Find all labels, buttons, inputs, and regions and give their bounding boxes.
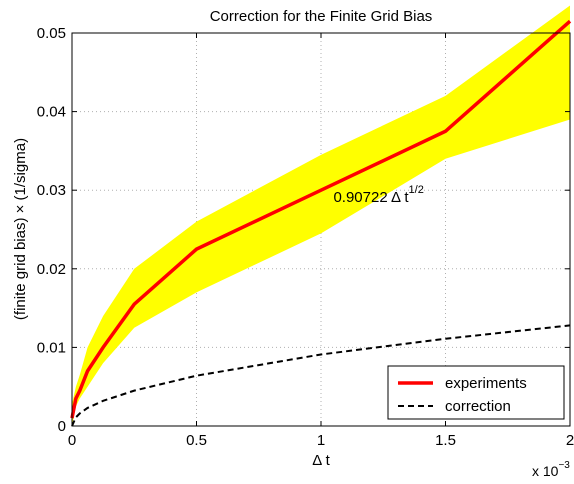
experiments-line (70, 19, 572, 419)
y-tick-label: 0.01 (37, 339, 66, 356)
chart-title: Correction for the Finite Grid Bias (210, 8, 433, 25)
x-tick-label: 0.5 (186, 432, 207, 449)
y-tick-label: 0.04 (37, 104, 66, 121)
legend-box (387, 365, 565, 420)
correction-formula-exponent: 1/2 (409, 184, 424, 196)
legend-label-experiments: experiments (445, 375, 527, 392)
y-tick-label: 0.05 (37, 25, 66, 42)
y-axis-label: (finite grid bias) × (1/sigma) (12, 138, 29, 320)
x-axis-multiplier: x 10−3 (532, 460, 570, 479)
x-axis-label: Δ t (312, 452, 330, 469)
x-tick-label: 1 (317, 432, 325, 449)
experiments-uncertainty-band (72, 5, 570, 427)
y-tick-label: 0.03 (37, 182, 66, 199)
legend-label-correction: correction (445, 398, 511, 415)
correction-line (71, 324, 571, 427)
x-tick-label: 1.5 (435, 432, 456, 449)
x-tick-label: 2 (566, 432, 574, 449)
correction-formula-text: 0.90722 Δ t (333, 189, 409, 206)
y-tick-label: 0.02 (37, 261, 66, 278)
x-axis-multiplier-exponent: −3 (558, 460, 570, 471)
x-axis-multiplier-base: x 10 (532, 463, 559, 479)
x-tick-label: 0 (68, 432, 76, 449)
correction-formula-annotation: 0.90722 Δ t1/2 (333, 184, 423, 206)
y-tick-label: 0 (58, 418, 66, 435)
axis-ticks: 0 0.5 1 1.5 2 0 0.01 0.02 0.03 0.04 0.05 (37, 25, 574, 449)
legend: experiments correction (387, 365, 565, 420)
